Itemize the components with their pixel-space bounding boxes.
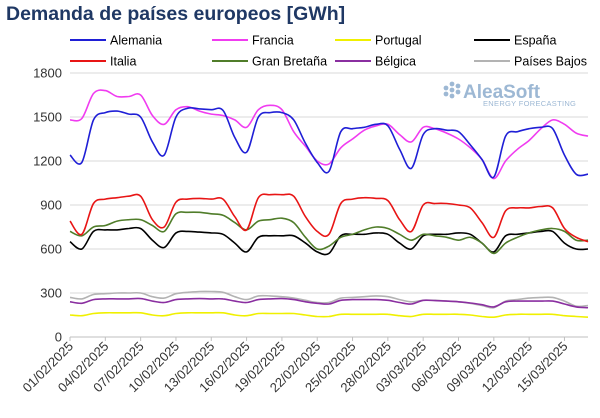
y-tick-label: 1500 [33,110,62,125]
series-lines [69,89,589,319]
aleasoft-logo: AleaSoft ENERGY FORECASTING [443,81,576,108]
legend-label-gran-bretana: Gran Bretaña [252,55,327,69]
logo-main-text: AleaSoft [463,82,541,103]
series-line-italia [69,193,589,243]
series-line-espana [69,226,589,256]
y-tick-label: 300 [40,286,62,301]
y-tick-label: 1800 [33,66,62,81]
legend-label-italia: Italia [110,55,136,69]
legend-label-paises-bajos: Países Bajos [514,55,587,69]
legend: Alemania Francia Portugal España Italia Gran … [70,34,587,69]
y-tick-label: 1200 [33,154,62,169]
y-tick-label: 600 [40,242,62,257]
series-line-portugal [69,311,589,319]
y-tick-label: 900 [40,198,62,213]
y-tick-label: 0 [55,330,62,345]
legend-label-francia: Francia [252,34,294,48]
logo-sub-text: ENERGY FORECASTING [483,99,576,108]
legend-label-espana: España [514,34,556,48]
series-line-francia [69,89,589,180]
legend-label-portugal: Portugal [375,34,422,48]
series-line-alemania [69,106,589,179]
chart-title: Demanda de países europeos [GWh] [6,3,346,25]
legend-label-belgica: Bélgica [375,55,416,69]
logo-icon [443,81,461,99]
grid-lines [70,72,588,338]
series-line-gran-bretana [69,211,589,255]
legend-label-alemania: Alemania [110,34,162,48]
series-line-belgica [69,297,589,309]
